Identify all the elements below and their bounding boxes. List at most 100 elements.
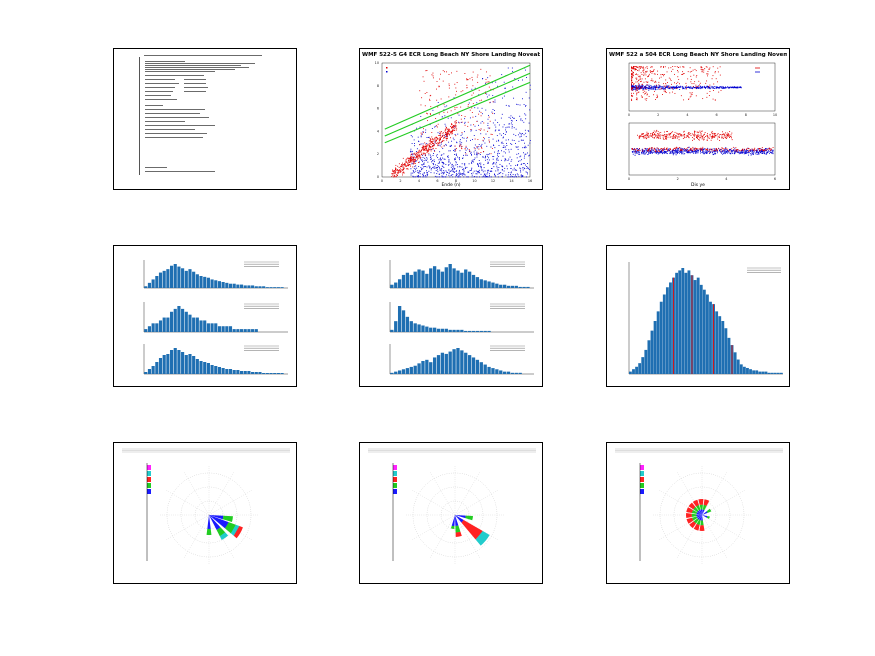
scatter-main-point-a [467, 105, 469, 107]
scatter-main-point-b [441, 141, 443, 143]
histogram-stack-1-bar [181, 268, 185, 288]
scatter-top-point-b [666, 85, 668, 87]
scatter-main-point-b [418, 166, 420, 168]
scatter-main-point-b [440, 143, 442, 145]
scatter-bottom-point-a [701, 138, 703, 140]
scatter-bottom-point-a [701, 136, 703, 138]
rose-2-petal [451, 515, 455, 527]
rose-3-plot [615, 448, 783, 565]
scatter-top-point-a [661, 74, 663, 75]
scatter-bottom-point-a-band [737, 149, 739, 151]
scatter-bottom-point-a [657, 136, 659, 138]
scatter-main-point-a [491, 134, 493, 135]
scatter-main-point-a [434, 138, 436, 140]
scatter-top-point-a [672, 68, 674, 70]
scatter-main-point-a [418, 150, 420, 152]
scatter-main-point-b [511, 67, 513, 69]
scatter-top-point-b [666, 86, 668, 88]
scatter-main-point-a [419, 90, 421, 92]
histogram-stack-1-bar [232, 329, 236, 332]
scatter-main-point-b [510, 143, 512, 145]
scatter-top-point-a [633, 87, 635, 88]
rose-3-legend-swatch [640, 471, 644, 476]
scatter-bottom-point-a [694, 132, 695, 134]
scatter-bottom-point-a [665, 137, 667, 139]
scatter-top-point-a [633, 92, 635, 94]
scatter-main-point-a [483, 122, 485, 124]
scatter-bottom-point-b [765, 147, 767, 149]
scatter-main-point-b [446, 171, 448, 173]
scatter-bottom-point-b [676, 153, 678, 155]
scatter-main-point-a [447, 129, 449, 131]
scatter-bottom-point-b [684, 150, 686, 152]
scatter-top-point-b [683, 88, 684, 90]
scatter-top-point-a [638, 82, 640, 84]
scatter-bottom-point-b [661, 151, 663, 153]
scatter-bottom-point-b [752, 151, 754, 153]
scatter-bottom-point-a [718, 134, 720, 136]
scatter-bottom-point-a-band [638, 149, 640, 151]
scatter-main-point-b [439, 161, 440, 163]
scatter-bottom-point-a [722, 131, 724, 133]
scatter-top-point-a [689, 71, 691, 73]
scatter-main-point-a [430, 141, 432, 143]
scatter-top-point-a [647, 81, 649, 83]
scatter-main-point-b [496, 157, 498, 159]
scatter-bottom-point-b [699, 152, 701, 154]
scatter-bottom-point-a [730, 136, 732, 138]
histogram-stack-2-bar [518, 372, 522, 374]
scatter-main-point-a [440, 73, 442, 75]
scatter-main-point-b [448, 172, 450, 174]
scatter-bottom-point-b [742, 151, 743, 153]
scatter-bottom-point-b [678, 149, 680, 151]
rose-3-petal [693, 518, 699, 524]
scatter-main-point-a [425, 154, 427, 156]
scatter-main-ytick: 8 [377, 84, 379, 88]
scatter-top-point-b [675, 86, 677, 87]
text-line-28 [145, 167, 167, 169]
scatter-top-point-a [665, 90, 666, 92]
scatter-bottom-point-b [727, 150, 729, 151]
scatter-top-point-b [632, 85, 634, 87]
scatter-top-point-a [644, 93, 646, 95]
scatter-top-point-a [707, 70, 709, 72]
histogram-stack-2-bar [394, 282, 398, 288]
scatter-main-point-a [410, 161, 412, 163]
scatter-top-point-b [641, 87, 643, 89]
scatter-bottom-point-a [658, 137, 660, 139]
scatter-main-point-b [451, 164, 453, 166]
scatter-top-point-b [729, 87, 731, 89]
scatter-main-point-b [437, 157, 439, 159]
scatter-top-point-a [638, 91, 640, 93]
scatter-main-point-b [459, 173, 461, 175]
rose-2-plot [368, 448, 536, 565]
scatter-bottom-point-b [663, 151, 665, 153]
histogram-stack-1-bar [210, 279, 214, 288]
scatter-top-point-a [666, 71, 668, 73]
scatter-bottom-point-b [658, 151, 660, 153]
scatter-main-point-b [512, 70, 514, 72]
scatter-bottom-point-b [724, 150, 726, 152]
scatter-main-point-a [435, 136, 437, 138]
scatter-main-point-b [422, 168, 424, 170]
scatter-main-point-b [494, 119, 496, 121]
text-line-0 [144, 55, 262, 57]
scatter-top-point-b [663, 88, 665, 90]
scatter-main-point-a [440, 142, 442, 144]
scatter-bottom-point-a-band [631, 148, 633, 150]
scatter-bottom-point-a [694, 131, 696, 133]
scatter-bottom-point-b [757, 152, 759, 154]
scatter-main-point-b [434, 166, 436, 168]
scatter-main-point-a [477, 74, 479, 76]
scatter-top-point-a [697, 86, 699, 88]
scatter-top-point-b [739, 86, 741, 88]
histogram-stack-1-bar [221, 282, 225, 288]
scatter-top-point-a [695, 95, 697, 97]
scatter-bottom-point-a-band [694, 148, 695, 150]
scatter-main-point-b [525, 153, 527, 155]
scatter-main-point-b [462, 169, 463, 171]
scatter-top-point-a [702, 69, 704, 71]
histogram-stack-1-bar [162, 355, 166, 374]
scatter-main-point-a [489, 75, 491, 77]
scatter-bottom-point-a-band [723, 149, 725, 151]
